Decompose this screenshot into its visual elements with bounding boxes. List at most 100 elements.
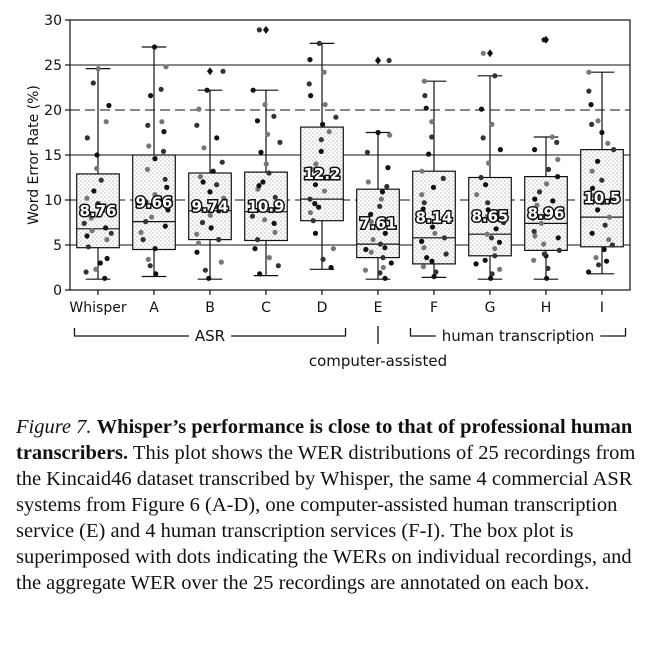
recording-point <box>421 245 427 251</box>
recording-point <box>541 251 547 257</box>
recording-point <box>207 212 213 218</box>
recording-point <box>219 159 225 165</box>
recording-point <box>140 237 146 243</box>
recording-point <box>606 214 613 220</box>
recording-point <box>97 260 103 266</box>
x-tick-label: G <box>485 300 496 316</box>
recording-point <box>264 131 271 137</box>
recording-point <box>556 247 562 253</box>
recording-point <box>256 183 262 189</box>
recording-point <box>98 177 104 183</box>
recording-point <box>252 246 258 252</box>
recording-point <box>164 184 170 190</box>
recording-point <box>262 217 268 223</box>
recording-point <box>368 249 374 255</box>
recording-point <box>94 152 100 158</box>
recording-point <box>277 139 283 145</box>
outlier-marker <box>207 67 213 76</box>
recording-point <box>496 239 503 245</box>
recording-point <box>480 50 486 56</box>
recording-point <box>545 209 552 215</box>
recording-point <box>489 121 495 127</box>
recording-point <box>201 145 207 151</box>
recording-point <box>102 275 108 281</box>
recording-point <box>384 183 390 190</box>
recording-point <box>595 118 601 124</box>
recording-point <box>84 135 90 141</box>
recording-point <box>89 228 95 234</box>
recording-point <box>147 93 154 99</box>
recording-point <box>493 226 499 232</box>
recording-point <box>272 194 278 200</box>
recording-point <box>266 255 272 261</box>
recording-point <box>606 237 612 243</box>
x-tick-label: F <box>430 300 438 316</box>
recording-point <box>605 140 611 146</box>
recording-point <box>161 129 167 135</box>
recording-point <box>440 175 446 181</box>
recording-point <box>260 179 266 185</box>
group-human-transcription: human transcription <box>409 327 627 345</box>
recording-point <box>320 256 326 262</box>
recording-point <box>84 195 90 201</box>
recording-point <box>589 168 595 174</box>
recording-point <box>432 230 438 236</box>
recording-point <box>306 81 312 87</box>
recording-point <box>489 271 495 277</box>
recording-point <box>322 102 328 108</box>
recording-point <box>207 189 213 195</box>
recording-point <box>388 260 394 266</box>
recording-point <box>485 200 491 206</box>
recording-point <box>195 240 202 246</box>
recording-point <box>534 202 540 208</box>
recording-point <box>386 57 392 64</box>
recording-point <box>594 207 601 213</box>
recording-point <box>501 219 507 226</box>
recording-point <box>146 143 152 149</box>
recording-point <box>214 135 220 141</box>
outlier-marker <box>487 49 493 58</box>
recording-point <box>554 174 561 180</box>
recording-point <box>149 214 155 220</box>
recording-point <box>138 229 144 235</box>
recording-point <box>536 189 543 195</box>
caption-lead: Whisper’s performance is close to that o… <box>16 416 633 464</box>
aggregate-wer-label: 10.5 <box>583 189 620 207</box>
recording-point <box>159 119 165 125</box>
group-computer-assisted: computer-assisted <box>309 326 447 370</box>
recording-point <box>308 93 314 99</box>
outlier-marker <box>375 56 381 65</box>
recording-point <box>99 208 105 214</box>
recording-point <box>387 132 393 138</box>
recording-point <box>429 258 435 264</box>
iqr-box <box>244 171 288 242</box>
recording-point <box>473 261 479 267</box>
recording-point <box>378 196 384 202</box>
recording-point <box>482 257 488 263</box>
recording-point <box>418 211 424 217</box>
recording-point <box>601 246 607 253</box>
y-tick-label: 30 <box>44 13 62 29</box>
recording-point <box>531 147 538 153</box>
recording-point <box>152 192 158 198</box>
aggregate-wer-label: 8.76 <box>79 202 116 220</box>
y-tick-label: 20 <box>44 103 62 119</box>
caption-body: This plot shows the WER distributions of… <box>16 442 636 594</box>
recording-point <box>550 198 556 204</box>
recording-point <box>497 147 503 153</box>
figure-caption: Figure 7. Whisper’s performance is close… <box>16 414 642 596</box>
group-label: human transcription <box>442 327 595 345</box>
recording-point <box>543 181 550 187</box>
recording-point <box>310 218 316 224</box>
aggregate-wer-label: 7.61 <box>359 214 396 232</box>
recording-point <box>377 203 383 209</box>
recording-point <box>312 201 318 207</box>
recording-point <box>108 230 114 236</box>
recording-point <box>256 201 263 207</box>
recording-point <box>312 182 319 188</box>
y-tick-label: 10 <box>44 193 62 209</box>
x-tick-label: D <box>317 300 328 316</box>
y-tick-label: 25 <box>44 58 62 74</box>
recording-point <box>318 137 324 143</box>
recording-point <box>162 176 168 182</box>
